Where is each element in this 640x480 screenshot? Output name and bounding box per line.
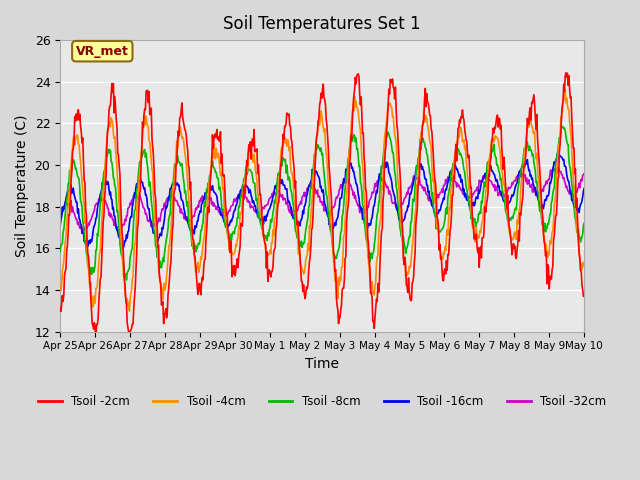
Legend: Tsoil -2cm, Tsoil -4cm, Tsoil -8cm, Tsoil -16cm, Tsoil -32cm: Tsoil -2cm, Tsoil -4cm, Tsoil -8cm, Tsoi…	[33, 390, 611, 413]
Text: VR_met: VR_met	[76, 45, 129, 58]
X-axis label: Time: Time	[305, 357, 339, 371]
Title: Soil Temperatures Set 1: Soil Temperatures Set 1	[223, 15, 421, 33]
Y-axis label: Soil Temperature (C): Soil Temperature (C)	[15, 115, 29, 257]
